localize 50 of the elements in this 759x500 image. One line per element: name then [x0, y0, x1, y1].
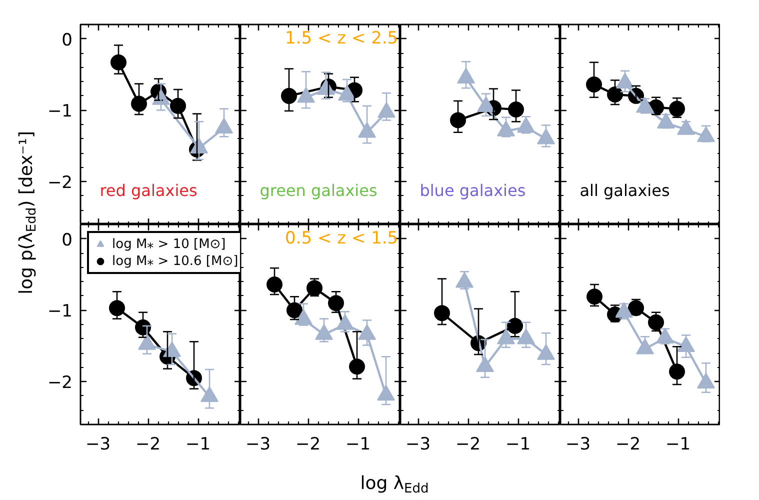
- point: [378, 102, 396, 118]
- point: [358, 122, 376, 138]
- annotation: 0.5 < z < 1.5: [285, 228, 398, 249]
- point: [586, 76, 602, 92]
- point: [517, 117, 535, 133]
- x-tick-label: −2: [135, 434, 161, 454]
- point: [456, 272, 474, 288]
- point: [131, 96, 147, 112]
- y-axis-title: log p(λEdd) [dex⁻¹]: [16, 130, 40, 294]
- point: [358, 324, 376, 340]
- point: [457, 68, 475, 84]
- x-tick-label: −3: [405, 434, 431, 454]
- x-tick-label: −1: [665, 434, 691, 454]
- legend-label: log M⁎ > 10 [M⊙]: [112, 236, 226, 252]
- legend-label: log M⁎ > 10.6 [M⊙]: [112, 253, 238, 269]
- y-tick-label: 0: [62, 30, 73, 50]
- annotation: 1.5 < z < 2.5: [285, 28, 398, 49]
- point: [110, 54, 126, 70]
- y-tick-label: −1: [47, 302, 72, 322]
- point: [266, 276, 282, 292]
- point: [636, 97, 654, 113]
- y-tick-label: −1: [47, 102, 72, 122]
- point: [336, 314, 354, 330]
- x-tick-label: −1: [185, 434, 211, 454]
- point: [109, 300, 125, 316]
- point: [537, 344, 555, 360]
- text: green galaxies: [260, 181, 378, 200]
- point: [297, 87, 315, 103]
- point: [697, 372, 715, 388]
- y-tick-label: −2: [47, 373, 72, 394]
- point: [656, 328, 674, 344]
- y-tick-label: 0: [62, 230, 73, 250]
- y-tick-label: −2: [47, 173, 72, 194]
- point: [607, 86, 623, 102]
- point: [170, 98, 186, 114]
- point: [669, 100, 685, 117]
- x-tick-label: −3: [245, 434, 271, 454]
- x-tick-label: −2: [615, 434, 641, 454]
- x-tick-label: −3: [85, 434, 111, 454]
- text: red galaxies: [100, 181, 198, 200]
- text: blue galaxies: [420, 181, 526, 200]
- x-tick-label: −2: [455, 434, 481, 454]
- x-tick-label: −1: [345, 434, 371, 454]
- x-tick-label: −1: [505, 434, 531, 454]
- x-tick-label: −3: [565, 434, 591, 454]
- point: [586, 288, 602, 305]
- point: [328, 295, 344, 312]
- text: all galaxies: [580, 181, 670, 200]
- x-tick-label: −2: [295, 434, 321, 454]
- point: [315, 324, 333, 340]
